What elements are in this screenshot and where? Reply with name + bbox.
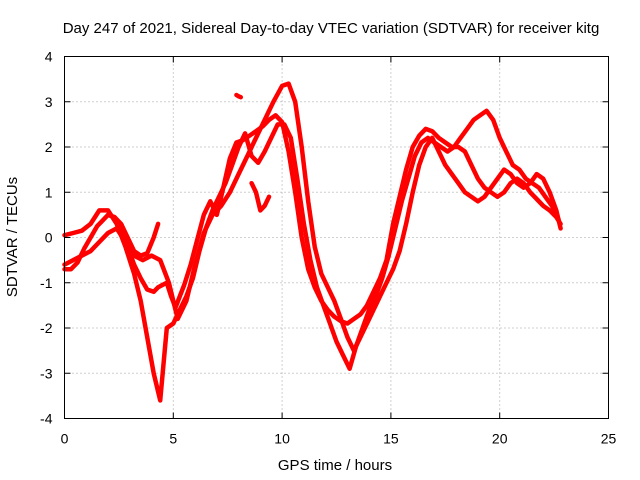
data-series-2 bbox=[62, 108, 561, 403]
data-series-5 bbox=[249, 180, 272, 213]
y-tick-label: 1 bbox=[45, 184, 53, 200]
data-series-3 bbox=[62, 81, 563, 353]
y-tick-label: -1 bbox=[40, 275, 53, 291]
x-axis-tick-labels: 0 5 10 15 20 25 bbox=[61, 431, 617, 447]
y-axis-label: SDTVAR / TECUs bbox=[4, 177, 21, 297]
y-axis-tick-labels: -4 -3 -2 -1 0 1 2 3 4 bbox=[40, 49, 53, 427]
x-tick-label: 15 bbox=[383, 431, 399, 447]
axis-ticks bbox=[64, 56, 609, 419]
x-tick-label: 25 bbox=[601, 431, 617, 447]
chart-title: Day 247 of 2021, Sidereal Day-to-day VTE… bbox=[63, 20, 600, 37]
y-tick-label: -4 bbox=[40, 411, 53, 427]
y-tick-label: -2 bbox=[40, 320, 53, 336]
x-tick-label: 0 bbox=[61, 431, 69, 447]
x-tick-label: 20 bbox=[492, 431, 508, 447]
x-axis-label: GPS time / hours bbox=[278, 457, 392, 474]
grid bbox=[64, 56, 609, 419]
data-series-6 bbox=[105, 212, 161, 258]
data-series-group bbox=[62, 81, 563, 403]
data-series-1 bbox=[62, 113, 563, 326]
x-tick-label: 10 bbox=[274, 431, 290, 447]
y-tick-label: 2 bbox=[45, 139, 53, 155]
data-series-4 bbox=[234, 92, 244, 100]
x-tick-label: 5 bbox=[169, 431, 177, 447]
y-tick-label: 0 bbox=[45, 230, 53, 246]
y-tick-label: -3 bbox=[40, 365, 53, 381]
y-tick-label: 3 bbox=[45, 94, 53, 110]
y-tick-label: 4 bbox=[45, 49, 53, 65]
